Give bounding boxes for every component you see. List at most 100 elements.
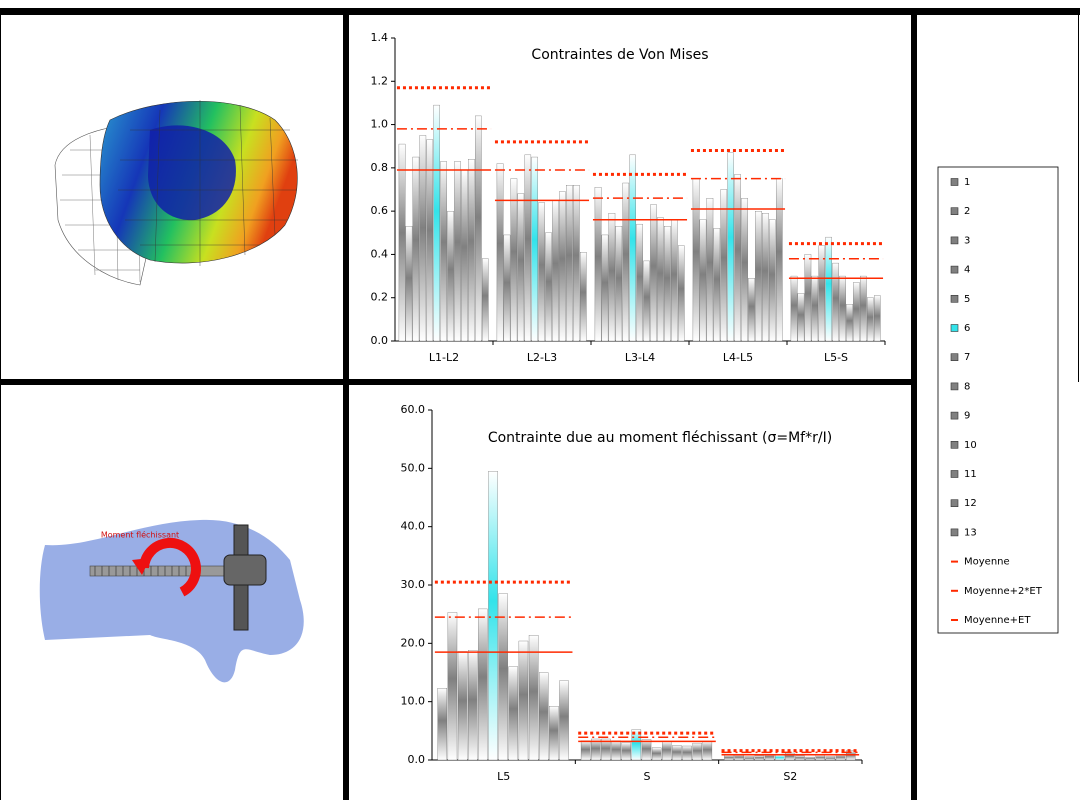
y-tick-label: 60.0 [401, 403, 426, 416]
chart: Contrainte due au moment fléchissant (σ=… [401, 403, 863, 783]
x-tick-label: S2 [783, 770, 797, 783]
y-tick-label: 0.8 [371, 161, 389, 174]
bar [835, 754, 846, 761]
screw-illustration: Moment fléchissant [39, 519, 304, 683]
bar [873, 295, 881, 342]
chart-title: Contrainte due au moment fléchissant (σ=… [488, 430, 832, 446]
bar [672, 745, 682, 761]
bar [552, 200, 559, 342]
bar [734, 174, 741, 342]
y-tick-label: 0.0 [408, 753, 426, 766]
bar [662, 741, 672, 761]
bar [774, 755, 785, 761]
frame-right [1078, 10, 1079, 382]
bar [643, 260, 650, 342]
bar [825, 756, 836, 761]
legend-label: 9 [964, 411, 970, 422]
x-tick-label: L5 [497, 770, 510, 783]
legend-label: 11 [964, 469, 977, 480]
bar [454, 161, 461, 342]
bar [804, 254, 812, 342]
bar [699, 219, 707, 342]
legend-box [937, 166, 1059, 634]
bar [818, 245, 826, 342]
bar [867, 297, 874, 342]
frame-divider [911, 8, 917, 800]
bar [664, 226, 671, 342]
legend-label: 6 [964, 323, 970, 334]
bar [622, 182, 630, 342]
bar [724, 755, 734, 761]
legend-marker [950, 178, 959, 186]
bar [790, 275, 798, 342]
legend-label: 3 [964, 235, 970, 246]
bar [517, 193, 525, 342]
bar [405, 226, 413, 342]
bar [608, 213, 616, 342]
bar [601, 234, 609, 342]
y-tick-label: 1.2 [371, 74, 389, 87]
bar [559, 191, 566, 342]
bar [461, 169, 468, 342]
y-tick-label: 0.6 [371, 204, 389, 217]
bar [671, 219, 678, 342]
bar [528, 635, 539, 761]
chart: Contraintes de Von Mises 0.0 0.2 0.4 0.6 0.8 1… [371, 31, 886, 364]
frame-divider [0, 379, 917, 385]
bar [641, 739, 652, 761]
bar [682, 745, 692, 761]
bar [573, 185, 580, 342]
y-tick-label: 1.4 [371, 31, 389, 44]
bar [481, 258, 489, 342]
bar [825, 236, 832, 342]
bar [741, 198, 748, 342]
bar [468, 650, 478, 761]
frame-top [0, 8, 1080, 15]
legend-label: 13 [964, 527, 977, 538]
bar [629, 154, 636, 342]
bar [566, 185, 573, 342]
legend-label: Moyenne+ET [964, 615, 1031, 626]
x-tick-label: S [644, 770, 651, 783]
y-tick-label: 0.2 [371, 291, 389, 304]
bar [412, 156, 420, 342]
bar [811, 275, 819, 342]
bar [797, 293, 805, 342]
bar [488, 471, 498, 761]
bar [702, 741, 713, 761]
bar [580, 740, 591, 761]
bar [615, 226, 623, 342]
legend-marker [950, 440, 959, 449]
bar [795, 755, 805, 761]
bar [538, 202, 545, 342]
bar [433, 104, 440, 342]
bar [692, 742, 702, 761]
bar [518, 640, 529, 761]
bar [657, 217, 664, 342]
bar [457, 651, 468, 761]
frame-left [0, 10, 1, 800]
x-tick-label: L5-S [824, 351, 848, 364]
bar [769, 219, 776, 342]
x-tick-label: L3-L4 [625, 351, 655, 364]
y-tick-label: 50.0 [401, 461, 426, 474]
bar [539, 672, 549, 761]
bar [853, 282, 860, 342]
legend-marker [950, 207, 959, 215]
bar [815, 755, 825, 761]
y-tick-label: 40.0 [401, 520, 426, 533]
legend-label: 10 [964, 440, 977, 451]
bar [524, 154, 532, 342]
bar [579, 252, 587, 342]
bar [594, 187, 602, 342]
legend-label: 5 [964, 294, 970, 305]
legend-label: 12 [964, 498, 977, 509]
bar [447, 210, 454, 342]
bar [447, 612, 458, 761]
y-tick-label: 0.0 [371, 334, 389, 347]
charts: Contraintes de Von Mises 0.0 0.2 0.4 0.6 0.8 1… [371, 31, 886, 783]
y-tick-label: 1.0 [371, 118, 389, 131]
bar [775, 178, 783, 342]
legend-marker [950, 499, 959, 508]
legend-marker [950, 294, 959, 303]
